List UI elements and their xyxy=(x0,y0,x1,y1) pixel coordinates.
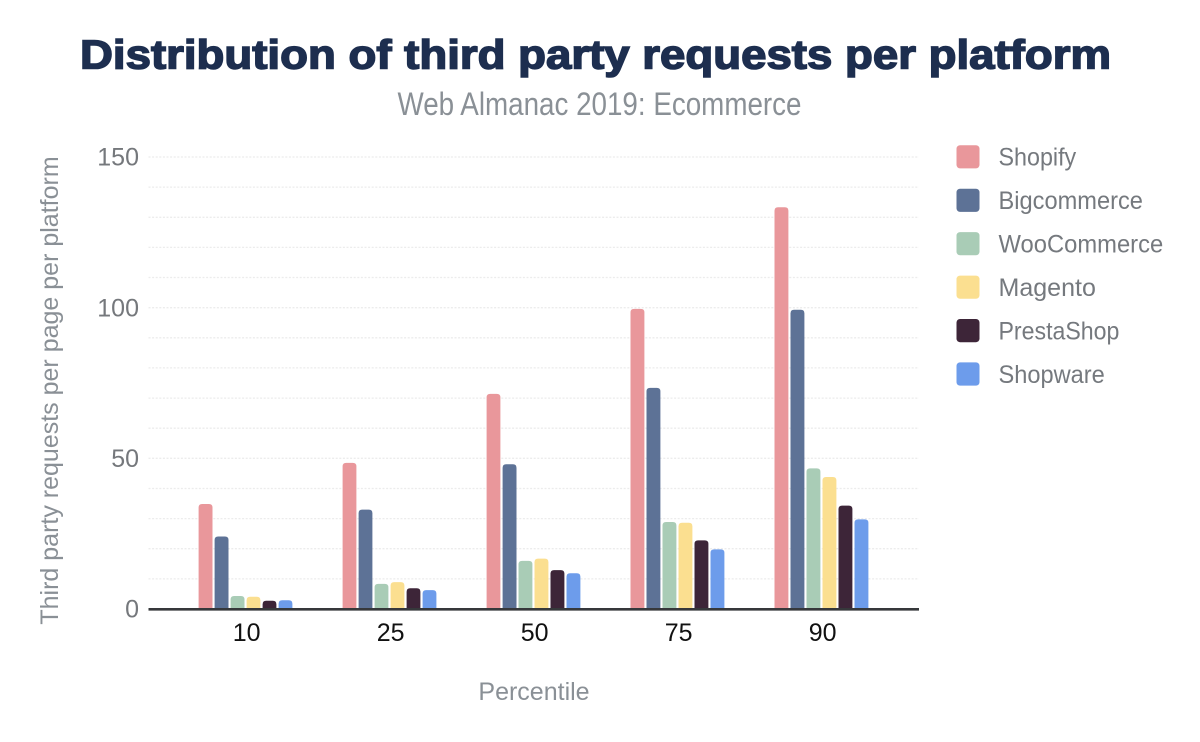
svg-text:10: 10 xyxy=(233,619,261,647)
svg-text:Shopware: Shopware xyxy=(999,361,1105,389)
svg-text:WooCommerce: WooCommerce xyxy=(999,230,1164,258)
svg-text:Bigcommerce: Bigcommerce xyxy=(999,187,1143,215)
svg-text:PrestaShop: PrestaShop xyxy=(999,317,1120,345)
svg-text:Magento: Magento xyxy=(999,274,1096,302)
svg-text:0: 0 xyxy=(125,596,139,624)
svg-text:Web Almanac 2019: Ecommerce: Web Almanac 2019: Ecommerce xyxy=(398,86,802,122)
svg-text:150: 150 xyxy=(97,144,139,172)
svg-text:Shopify: Shopify xyxy=(999,144,1077,172)
svg-text:50: 50 xyxy=(521,619,549,647)
svg-text:25: 25 xyxy=(377,619,405,647)
svg-text:50: 50 xyxy=(111,445,139,473)
svg-text:75: 75 xyxy=(665,619,693,647)
svg-text:Third party requests per page: Third party requests per page per platfo… xyxy=(36,156,64,624)
svg-text:Distribution of third party re: Distribution of third party requests per… xyxy=(80,32,1111,78)
svg-text:90: 90 xyxy=(809,619,837,647)
svg-text:100: 100 xyxy=(97,294,139,322)
svg-text:Percentile: Percentile xyxy=(478,678,589,706)
